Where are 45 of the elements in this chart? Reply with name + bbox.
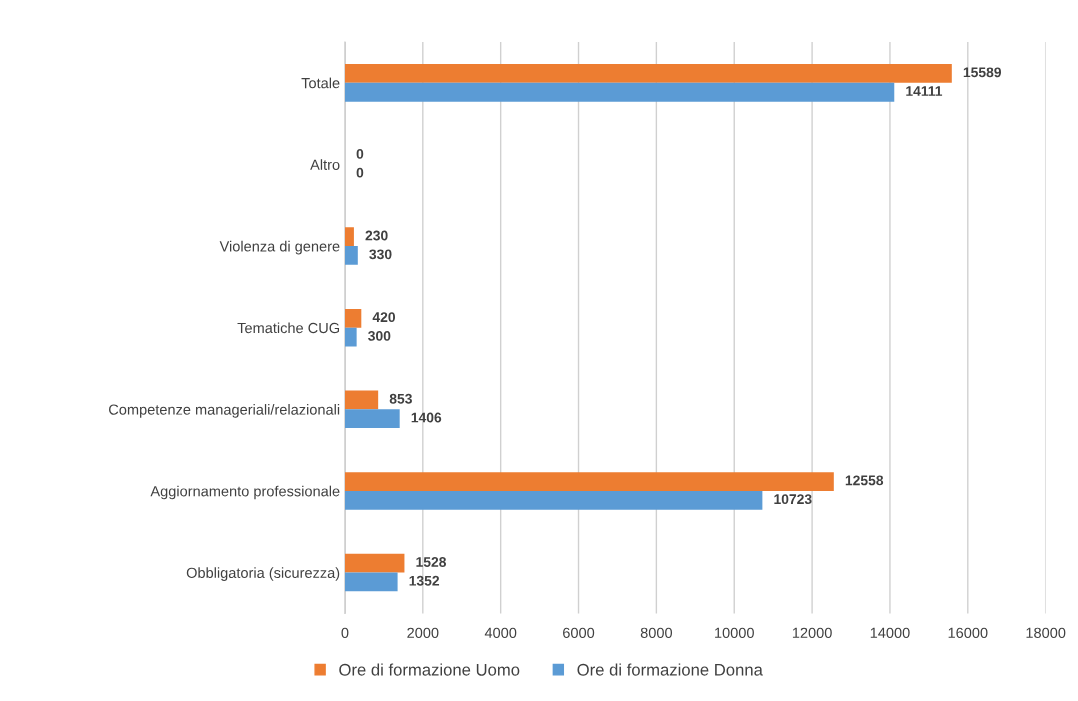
x-tick-label: 4000 xyxy=(484,627,517,638)
y-tick-label: Competenze manageriali/relazionali xyxy=(109,404,340,418)
y-tick-label: Totale xyxy=(301,77,340,89)
data-label: 420 xyxy=(372,312,396,323)
data-label: 300 xyxy=(368,331,391,341)
bar xyxy=(344,246,358,265)
legend-label: Ore di formazione Uomo xyxy=(339,663,520,676)
bar xyxy=(344,553,405,573)
x-tick-label: 8000 xyxy=(640,627,673,638)
y-tick-label: Altro xyxy=(310,159,340,170)
x-tick-label: 2000 xyxy=(407,627,439,638)
y-tick-label: Violenza di genere xyxy=(219,240,340,255)
data-label: 14111 xyxy=(906,86,943,96)
y-tick-label: Tematiche CUG xyxy=(237,322,340,334)
bar xyxy=(344,472,834,491)
bar xyxy=(344,572,398,592)
data-label: 1528 xyxy=(416,557,447,567)
bar xyxy=(344,227,354,247)
data-label: 1352 xyxy=(409,575,440,586)
x-tick-label: 0 xyxy=(341,627,349,638)
data-label: 0 xyxy=(356,167,364,178)
bar xyxy=(344,409,400,429)
data-label: 12558 xyxy=(845,475,884,486)
y-tick-label: Obbligatoria (sicurezza) xyxy=(186,567,340,581)
data-label: 853 xyxy=(389,393,412,404)
bar xyxy=(344,490,763,510)
y-tick-label: Aggiornamento professionale xyxy=(150,485,340,500)
x-tick-label: 14000 xyxy=(870,627,910,638)
data-label: 0 xyxy=(356,148,364,159)
bar xyxy=(344,64,952,83)
data-label: 1406 xyxy=(411,412,442,423)
x-tick-label: 6000 xyxy=(563,627,595,638)
bar xyxy=(344,82,895,102)
x-tick-label: 10000 xyxy=(715,627,754,638)
legend-label: Ore di formazione Donna xyxy=(577,663,763,676)
data-label: 15589 xyxy=(963,67,1002,78)
bar xyxy=(344,308,362,328)
x-tick-label: 16000 xyxy=(948,627,988,638)
data-label: 10723 xyxy=(774,494,812,505)
data-label: 230 xyxy=(365,230,388,241)
data-label: 330 xyxy=(369,249,392,260)
bar xyxy=(344,390,379,410)
x-tick-label: 12000 xyxy=(792,627,832,638)
bar xyxy=(344,327,357,347)
x-tick-label: 18000 xyxy=(1026,627,1066,638)
